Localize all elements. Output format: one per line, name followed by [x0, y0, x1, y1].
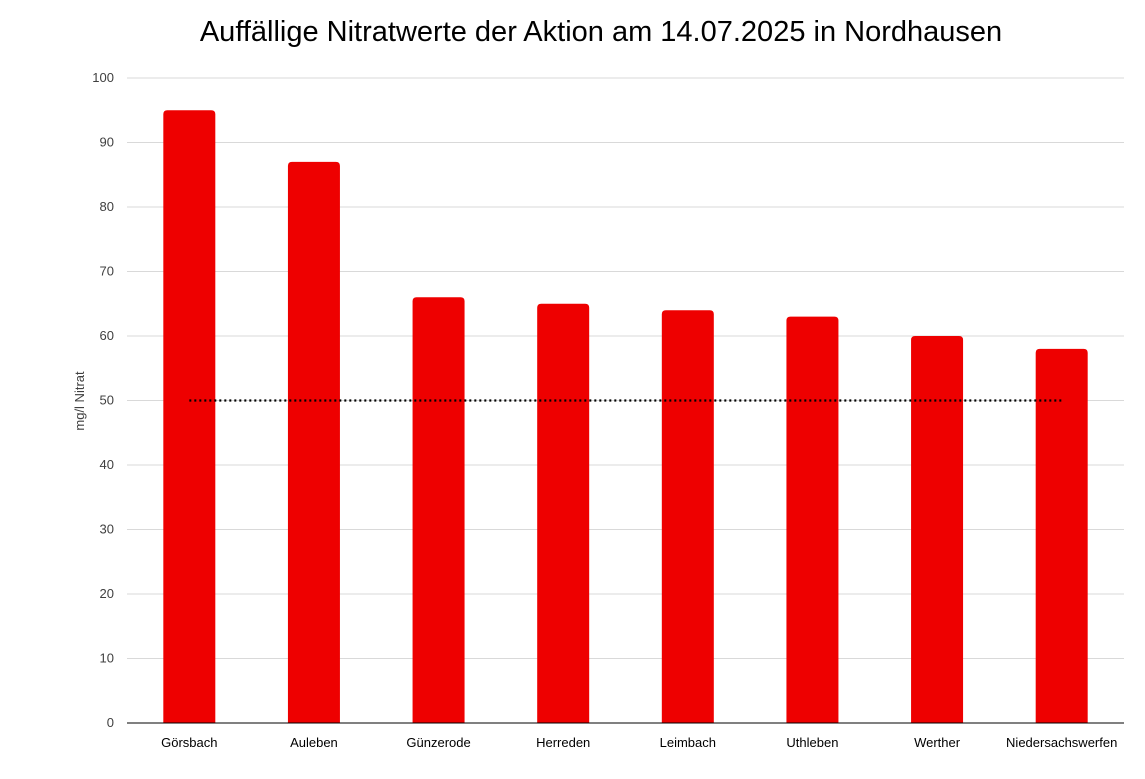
y-tick-label: 70 [100, 264, 114, 279]
bar-görsbach [163, 110, 216, 723]
y-axis-title: mg/l Nitrat [72, 371, 87, 431]
bar-auleben [287, 161, 340, 724]
x-tick-label: Niedersachswerfen [1006, 735, 1117, 750]
y-tick-label: 80 [100, 199, 114, 214]
gridlines [127, 77, 1124, 659]
x-tick-label: Görsbach [161, 735, 217, 750]
y-tick-label: 10 [100, 651, 114, 666]
y-tick-label: 60 [100, 328, 114, 343]
x-tick-label: Günzerode [406, 735, 470, 750]
y-tick-label: 90 [100, 135, 114, 150]
bar-uthleben [786, 316, 839, 723]
bar-werther [911, 336, 964, 723]
bar-leimbach [661, 310, 714, 723]
y-tick-labels: 0 10 20 30 40 50 60 70 80 90 100 [92, 70, 114, 730]
y-tick-label: 40 [100, 457, 114, 472]
x-tick-label: Uthleben [786, 735, 838, 750]
x-tick-label: Werther [914, 735, 961, 750]
y-tick-label: 50 [100, 393, 114, 408]
x-tick-labels: Görsbach Auleben Günzerode Herreden Leimbach… [161, 735, 1117, 750]
bar-herreden [537, 303, 590, 723]
x-tick-label: Herreden [536, 735, 590, 750]
chart-title: Auffällige Nitratwerte der Aktion am 14.… [200, 16, 1002, 48]
x-tick-label: Auleben [290, 735, 338, 750]
x-tick-label: Leimbach [660, 735, 716, 750]
y-tick-label: 20 [100, 586, 114, 601]
bar-günzerode [412, 297, 465, 723]
y-tick-label: 0 [107, 715, 114, 730]
bars [163, 110, 1088, 724]
y-tick-label: 30 [100, 522, 114, 537]
y-tick-label: 100 [92, 70, 114, 85]
bar-niedersachswerfen [1035, 348, 1088, 723]
